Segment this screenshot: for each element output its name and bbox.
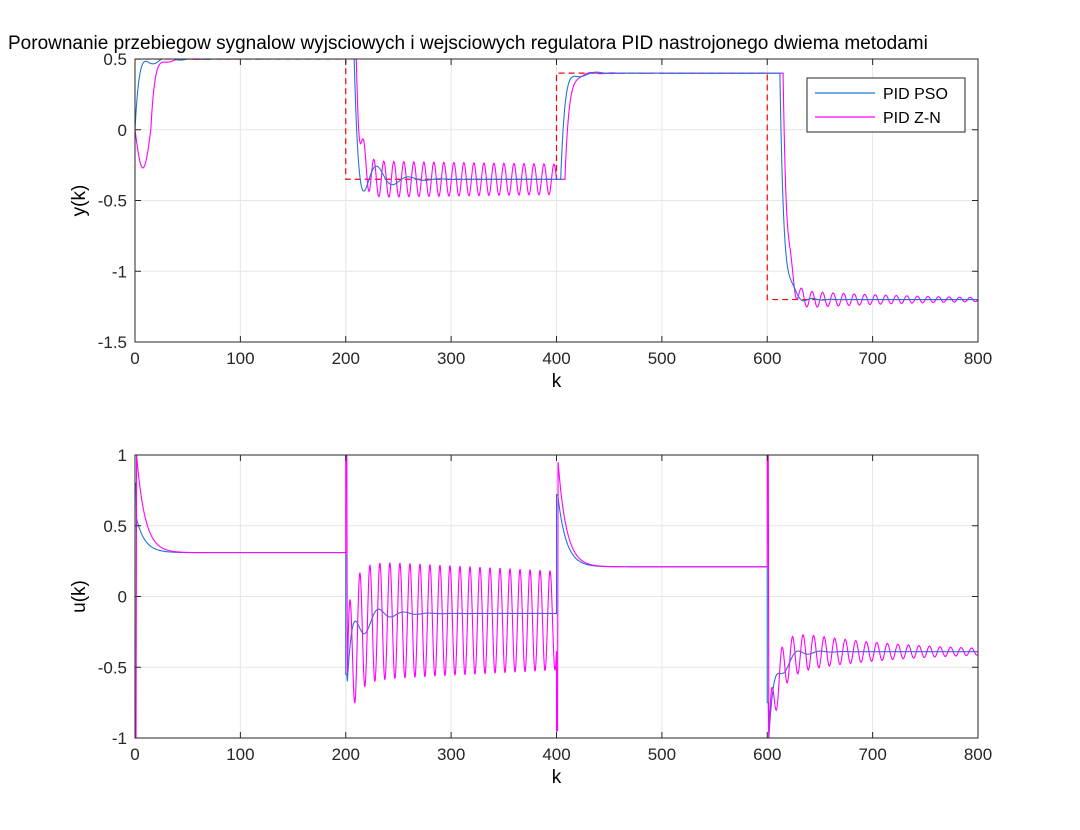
x-tick-label: 800 xyxy=(964,349,992,368)
y-tick-label: -0.5 xyxy=(98,192,127,211)
x-tick-label: 700 xyxy=(858,745,886,764)
figure-title: Porownanie przebiegow sygnalow wyjsciowy… xyxy=(8,33,928,54)
legend: PID PSO PID Z-N xyxy=(806,77,966,133)
x-tick-label: 0 xyxy=(130,745,139,764)
x-tick-label: 300 xyxy=(437,745,465,764)
x-tick-label: 200 xyxy=(332,349,360,368)
x-tick-label: 300 xyxy=(437,349,465,368)
x-tick-label: 700 xyxy=(858,349,886,368)
x-axis-label: k xyxy=(552,767,562,788)
y-tick-label: 1 xyxy=(118,446,127,465)
x-tick-label: 600 xyxy=(753,745,781,764)
y-tick-label: 0.5 xyxy=(103,517,127,536)
x-axis-label: k xyxy=(552,371,562,392)
x-tick-label: 500 xyxy=(648,349,676,368)
y-tick-label: -0.5 xyxy=(98,658,127,677)
y-axis-label: y(k) xyxy=(69,185,90,217)
x-tick-label: 100 xyxy=(226,745,254,764)
series-line-pid-z-n xyxy=(135,455,978,738)
plot-control-u: 0 100 200 300 400 500 600 700 800 1 0.5 0 -0.5 -1 k u(k… xyxy=(69,446,992,788)
x-tick-label: 800 xyxy=(964,745,992,764)
x-tick-label: 200 xyxy=(332,745,360,764)
y-tick-label: 0 xyxy=(118,588,127,607)
plot-output-y: 0 100 200 300 400 500 600 700 800 0.5 0 -0.5 -1 -1.5 k… xyxy=(69,50,992,392)
x-tick-label: 400 xyxy=(542,745,570,764)
x-tick-label: 500 xyxy=(648,745,676,764)
series-group xyxy=(135,59,978,308)
y-tick-label: 0.5 xyxy=(103,50,127,69)
reference-line xyxy=(135,59,978,301)
legend-entry: PID PSO xyxy=(883,86,948,103)
legend-box xyxy=(806,77,966,133)
legend-entry: PID Z-N xyxy=(883,110,941,127)
x-tick-label: 400 xyxy=(542,349,570,368)
y-tick-label: 0 xyxy=(118,121,127,140)
x-tick-label: 600 xyxy=(753,349,781,368)
y-axis-label: u(k) xyxy=(69,580,90,613)
x-tick-label: 100 xyxy=(226,349,254,368)
y-tick-label: -1 xyxy=(112,729,127,748)
y-tick-label: -1.5 xyxy=(98,333,127,352)
series-line-pid-pso xyxy=(135,59,978,302)
series-group xyxy=(135,455,978,738)
x-tick-label: 0 xyxy=(130,349,139,368)
y-tick-label: -1 xyxy=(112,262,127,281)
